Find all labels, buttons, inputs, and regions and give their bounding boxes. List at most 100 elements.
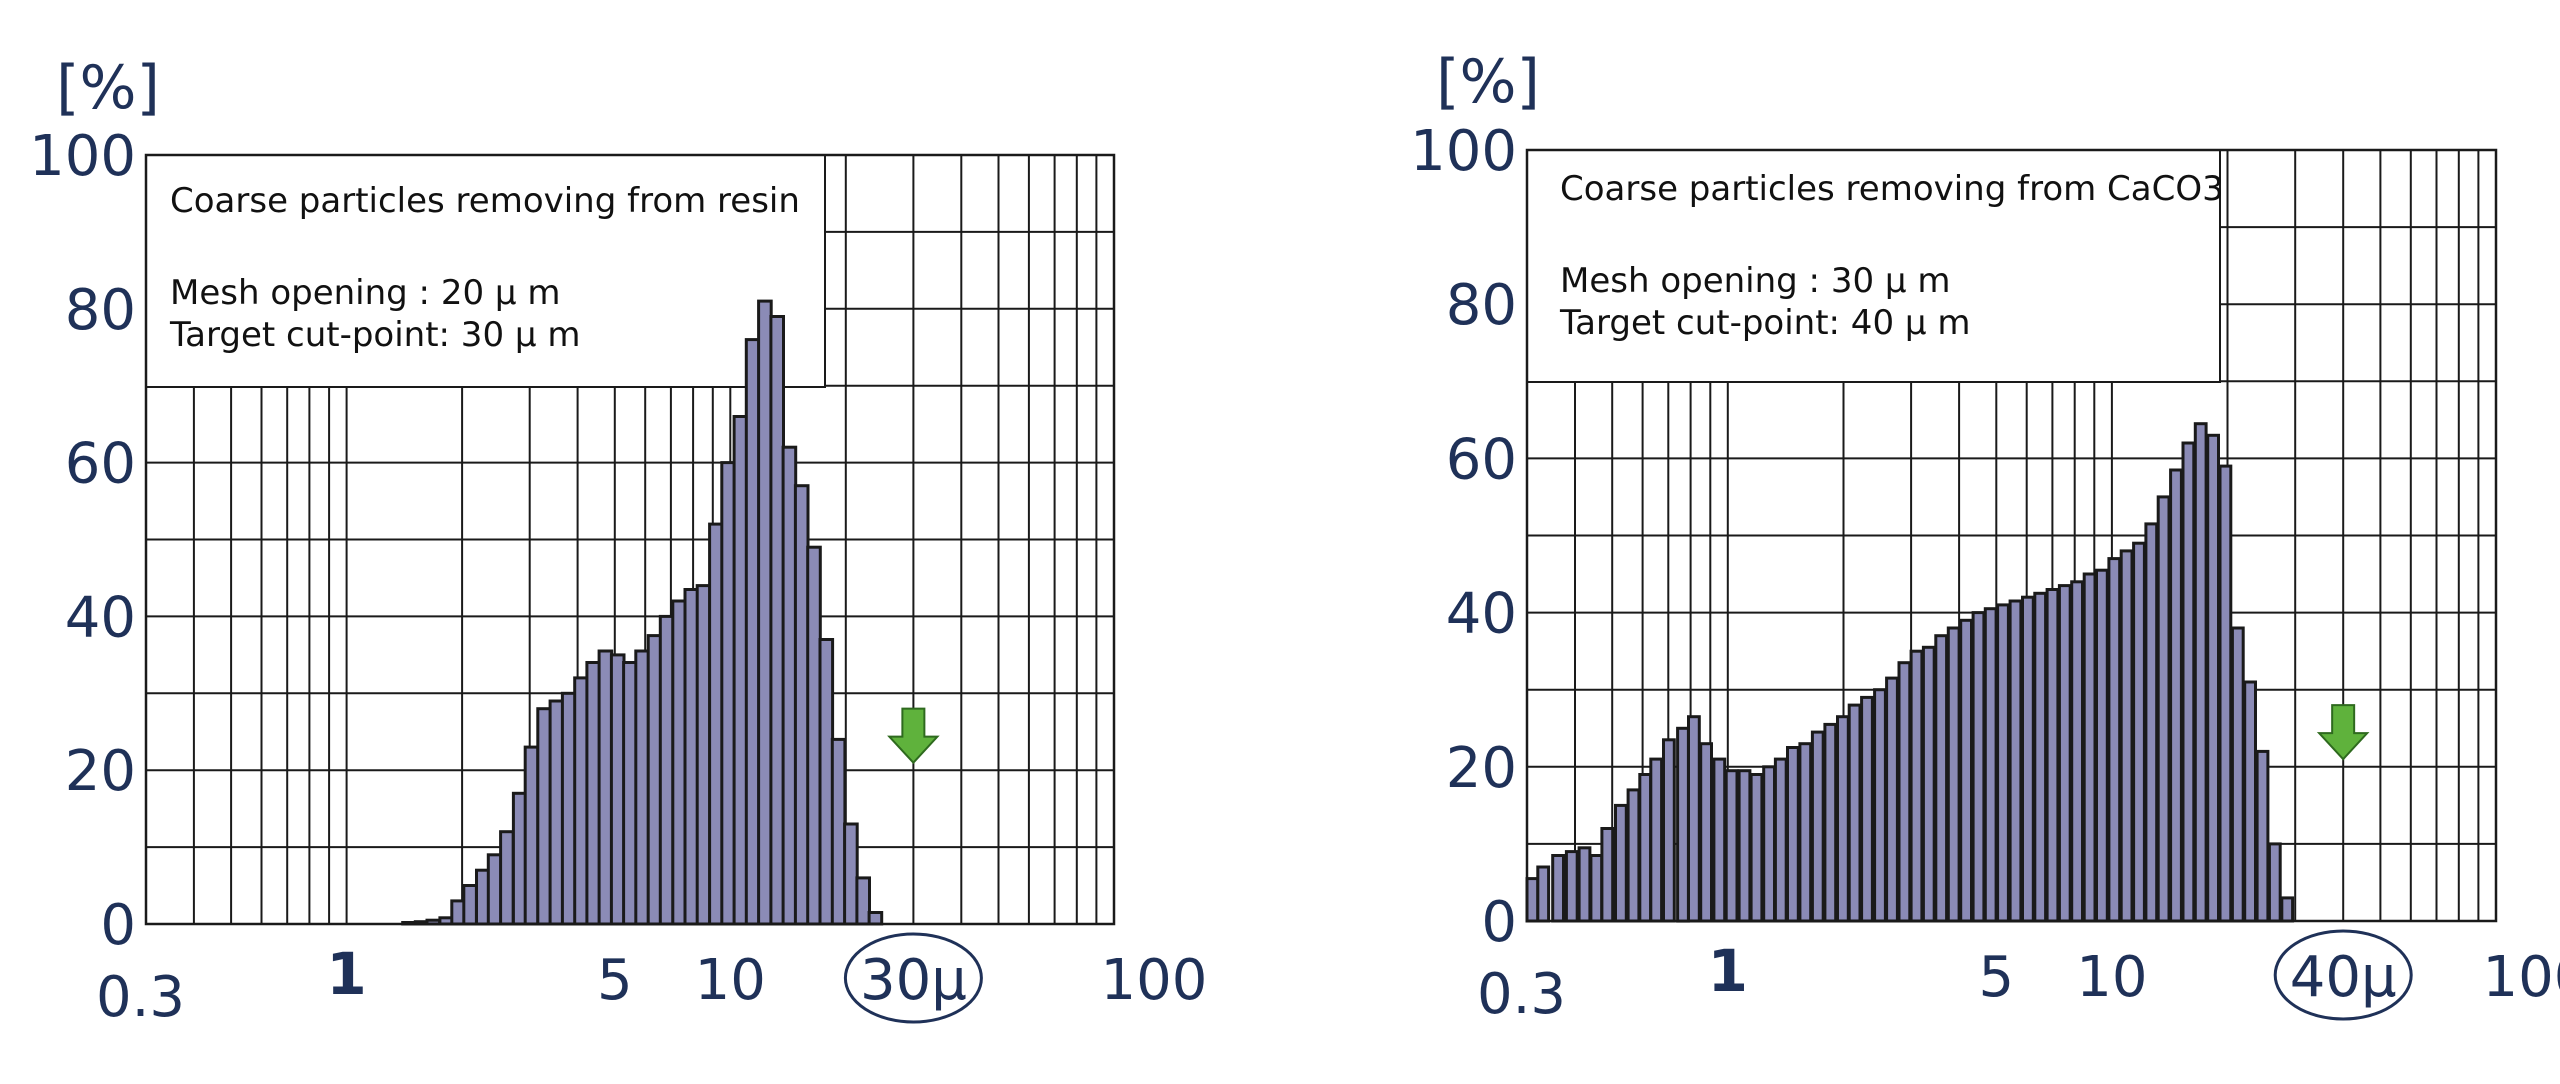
histogram-bar bbox=[1676, 726, 1690, 923]
histogram-bar bbox=[1786, 746, 1800, 923]
histogram-bar bbox=[1798, 742, 1813, 923]
histogram-bar bbox=[2132, 541, 2146, 923]
histogram-bar bbox=[486, 853, 503, 926]
histogram-bar bbox=[1564, 850, 1579, 923]
histogram-bar bbox=[2045, 588, 2060, 923]
histogram-bar bbox=[2169, 468, 2183, 923]
histogram-bar bbox=[2181, 441, 2196, 923]
bars bbox=[401, 299, 884, 926]
histogram-bar bbox=[1737, 769, 1752, 923]
annotation-title: Coarse particles removing from resin bbox=[170, 181, 800, 221]
annotation-box bbox=[1526, 149, 2221, 383]
histogram-bar bbox=[1699, 742, 1713, 923]
histogram-bar bbox=[1847, 703, 1862, 923]
histogram-bar bbox=[2206, 433, 2220, 923]
histogram-bar bbox=[2144, 522, 2159, 923]
histogram-bar bbox=[1662, 738, 1676, 923]
histogram-bar bbox=[1687, 715, 1701, 923]
histogram-bar bbox=[1614, 803, 1628, 923]
histogram-bar bbox=[1712, 757, 1727, 923]
histogram-bar bbox=[536, 707, 552, 926]
cut-point-circle bbox=[2273, 929, 2413, 1021]
histogram-bar bbox=[2255, 749, 2270, 923]
y-tick-label: 60 bbox=[1446, 427, 1517, 492]
annotation-mesh-opening: Mesh opening : 30 μ m bbox=[1560, 261, 1950, 301]
histogram-bar bbox=[1934, 634, 1949, 923]
histogram-bar bbox=[781, 445, 798, 926]
y-tick-label: 80 bbox=[1446, 273, 1517, 338]
histogram-bar bbox=[2095, 568, 2109, 923]
x-tick-label: 30μ bbox=[860, 948, 967, 1013]
histogram-bar bbox=[2119, 549, 2134, 923]
y-tick-label: 0 bbox=[1481, 890, 1517, 955]
y-tick-label: 20 bbox=[1446, 736, 1517, 801]
histogram-bar bbox=[793, 484, 810, 926]
y-tick-label: 100 bbox=[1410, 119, 1517, 184]
histogram-bar bbox=[462, 884, 478, 926]
histogram-bar bbox=[1959, 618, 1973, 923]
x-tick-label: 0.3 bbox=[1477, 962, 1566, 1027]
histogram-bar bbox=[806, 545, 822, 926]
histogram-bar bbox=[757, 299, 773, 926]
histogram-bar bbox=[2230, 626, 2245, 923]
x-tick-label: 1 bbox=[326, 940, 366, 1008]
histogram-bar bbox=[2008, 599, 2023, 923]
histogram-bar bbox=[830, 737, 847, 926]
histogram-bar bbox=[744, 338, 761, 926]
x-tick-label: 5 bbox=[1978, 945, 2014, 1010]
annotation-mesh-opening: Mesh opening : 20 μ m bbox=[170, 273, 560, 313]
histogram-bar bbox=[1971, 611, 1986, 923]
histogram-bar bbox=[2082, 572, 2097, 923]
annotation-title: Coarse particles removing from CaCO3 bbox=[1560, 169, 2224, 209]
histogram-bar bbox=[1536, 865, 1551, 923]
histogram-bar bbox=[2021, 595, 2035, 923]
histogram-bar bbox=[1836, 715, 1850, 923]
histogram-bar bbox=[1921, 645, 1936, 923]
plot-frame bbox=[144, 153, 1116, 926]
y-tick-label: 0 bbox=[100, 893, 136, 958]
y-tick-label: 100 bbox=[29, 124, 136, 189]
histogram-bar bbox=[1983, 607, 1998, 923]
histogram-bar bbox=[1996, 603, 2010, 923]
histogram-bar bbox=[1626, 788, 1641, 923]
y-axis-label: [%] bbox=[56, 53, 160, 123]
y-tick-label: 20 bbox=[65, 739, 136, 804]
annotation-target-cut-point: Target cut-point: 30 μ m bbox=[169, 315, 580, 355]
histogram-bar bbox=[2193, 422, 2208, 923]
plot-frame bbox=[1525, 148, 2498, 923]
histogram-bar bbox=[1873, 688, 1887, 923]
histogram-bar bbox=[1860, 695, 1874, 923]
histogram-bar bbox=[1946, 626, 1961, 923]
histogram-bar bbox=[1823, 722, 1838, 923]
histogram-bar bbox=[2070, 580, 2084, 923]
histogram-bar bbox=[2218, 464, 2233, 923]
histogram-bar bbox=[1525, 877, 1540, 923]
histogram-bar bbox=[1885, 676, 1899, 923]
histogram-bar bbox=[1749, 773, 1764, 923]
histogram-bar bbox=[548, 699, 565, 926]
x-tick-label: 0.3 bbox=[96, 965, 185, 1030]
cut-point-arrow-icon bbox=[887, 707, 940, 765]
histogram-bar bbox=[634, 649, 650, 926]
histogram-bar bbox=[597, 649, 614, 926]
y-tick-label: 60 bbox=[65, 432, 136, 497]
histogram-bar bbox=[1649, 757, 1664, 923]
histogram-bar bbox=[2156, 495, 2171, 923]
x-tick-label: 40μ bbox=[2290, 945, 2397, 1010]
histogram-bar bbox=[1762, 765, 1776, 923]
x-tick-label: 100 bbox=[2483, 945, 2560, 1010]
histogram-bar bbox=[1773, 757, 1788, 923]
histogram-bar bbox=[2107, 557, 2122, 923]
histogram-bar bbox=[523, 745, 540, 926]
x-tick-label: 10 bbox=[2076, 945, 2147, 1010]
x-tick-label: 1 bbox=[1708, 937, 1748, 1005]
histogram-bar bbox=[2057, 584, 2072, 923]
histogram-bar bbox=[2267, 842, 2282, 923]
x-tick-label: 5 bbox=[597, 948, 633, 1013]
annotation-target-cut-point: Target cut-point: 40 μ m bbox=[1559, 303, 1970, 343]
histogram-bar bbox=[1724, 769, 1739, 923]
histogram-bar bbox=[658, 614, 675, 926]
y-tick-label: 40 bbox=[65, 585, 136, 650]
x-tick-label: 10 bbox=[695, 948, 766, 1013]
cut-point-circle bbox=[843, 932, 983, 1024]
